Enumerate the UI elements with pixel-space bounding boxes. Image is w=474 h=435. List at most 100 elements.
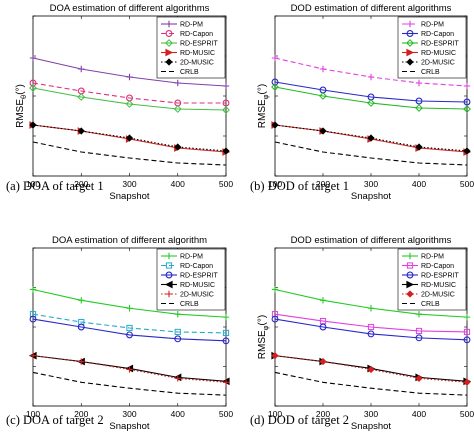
x-tick-label: 200: [74, 409, 88, 419]
data-point: [77, 323, 85, 331]
legend-box: [156, 248, 226, 311]
data-point: [319, 297, 327, 304]
legend-box: [397, 16, 467, 79]
series-rd-esprit: [271, 315, 471, 344]
x-tick-label: 100: [26, 409, 40, 419]
data-point: [222, 313, 230, 321]
data-point: [222, 329, 230, 337]
chart-panel-2: 100 200 300 400 500 DOD estimation of differe…: [257, 3, 474, 202]
series-crlb: [32, 141, 227, 166]
x-tick-label: 200: [74, 179, 88, 189]
series-2d-music: [29, 352, 230, 386]
series-rd-capon: [271, 311, 471, 336]
legend-entry: RD-ESPRIT: [180, 41, 218, 48]
series-line: [32, 313, 227, 334]
legend-entry: RD-PM: [421, 22, 444, 29]
data-point: [222, 99, 230, 107]
legend: RD-PM RD-Capon RD-ESPRIT RD-MUSIC 2D-MUSIC CR…: [397, 16, 467, 79]
legend-entry: RD-ESPRIT: [421, 41, 459, 48]
legend-entry: RD-ESPRIT: [421, 273, 459, 280]
data-point: [463, 336, 471, 344]
x-axis-label: Snapshot: [109, 421, 150, 432]
x-tick-label: 500: [219, 409, 233, 419]
data-point: [367, 99, 375, 107]
legend-marker: [165, 271, 173, 279]
legend-entry: RD-MUSIC: [421, 50, 456, 57]
data-point: [78, 65, 85, 73]
legend-entry: CRLB: [421, 301, 440, 308]
data-point: [174, 335, 182, 343]
data-point: [415, 104, 423, 112]
data-point: [415, 327, 423, 335]
data-point: [319, 65, 327, 73]
data-point: [271, 311, 279, 318]
legend-marker: [406, 290, 414, 298]
data-point: [174, 310, 181, 318]
data-point: [271, 83, 279, 91]
series-2d-music: [271, 121, 471, 155]
legend-entry: RD-PM: [180, 22, 203, 29]
data-point: [77, 93, 86, 101]
data-point: [319, 323, 327, 331]
x-tick-label: 300: [364, 409, 378, 419]
data-point: [126, 73, 133, 81]
x-tick-label: 400: [412, 409, 426, 419]
legend-marker: [165, 252, 173, 260]
data-point: [29, 54, 37, 62]
series-crlb: [274, 141, 468, 166]
series-line: [274, 371, 468, 396]
data-point: [367, 134, 375, 142]
series-rd-pm: [29, 286, 230, 321]
legend-entry: RD-Capon: [421, 31, 454, 38]
data-point: [125, 134, 134, 142]
legend-box: [156, 16, 226, 79]
x-tick-label: 400: [171, 409, 185, 419]
legend-entry: CRLB: [180, 301, 199, 308]
data-point: [271, 352, 279, 360]
data-point: [271, 54, 279, 62]
data-point: [271, 286, 279, 293]
series-line: [32, 318, 227, 342]
data-point: [29, 286, 37, 293]
series-line: [274, 318, 468, 341]
series-2d-music: [29, 121, 230, 155]
series-rd-capon: [271, 78, 471, 106]
data-point: [78, 318, 85, 326]
data-point: [222, 147, 230, 155]
legend-entry: CRLB: [180, 69, 199, 76]
legend: RD-PM RD-Capon RD-ESPRIT RD-MUSIC 2D-MUSIC CR…: [397, 248, 467, 311]
legend-marker: [164, 280, 173, 289]
series-line: [274, 86, 468, 110]
legend-marker: [406, 58, 414, 66]
legend-entry: RD-MUSIC: [421, 282, 456, 289]
x-tick-label: 500: [460, 179, 474, 189]
data-point: [222, 337, 230, 345]
data-point: [367, 73, 375, 81]
legend-marker: [165, 262, 173, 269]
x-axis-label: Snapshot: [351, 421, 392, 432]
legend-marker: [165, 39, 173, 47]
chart-panel-4: 100 200 300 400 500 DOD estimation of differe…: [257, 235, 474, 432]
series-rd-esprit: [29, 315, 230, 345]
legend: RD-PM RD-Capon RD-ESPRIT RD-MUSIC 2D-MUSIC CR…: [156, 16, 226, 79]
x-tick-label: 100: [268, 179, 282, 189]
x-tick-label: 300: [364, 179, 378, 189]
y-axis-label: RMSEθ(°): [15, 84, 28, 128]
data-point: [271, 121, 279, 129]
series-line: [32, 82, 226, 104]
legend-marker: [165, 20, 173, 28]
chart-title: DOD estimation of different algorithms: [291, 3, 452, 14]
data-point: [271, 315, 279, 323]
data-point: [78, 297, 85, 304]
data-point: [29, 84, 37, 92]
data-point: [222, 82, 230, 90]
legend-marker: [165, 290, 173, 298]
legend-entry: 2D-MUSIC: [180, 292, 214, 299]
series-2d-music: [271, 352, 471, 386]
y-axis-label: RMSEφ(°): [257, 315, 270, 359]
series-line: [274, 81, 468, 103]
legend-marker: [165, 58, 173, 66]
legend-box: [397, 248, 467, 311]
data-point: [415, 79, 423, 87]
